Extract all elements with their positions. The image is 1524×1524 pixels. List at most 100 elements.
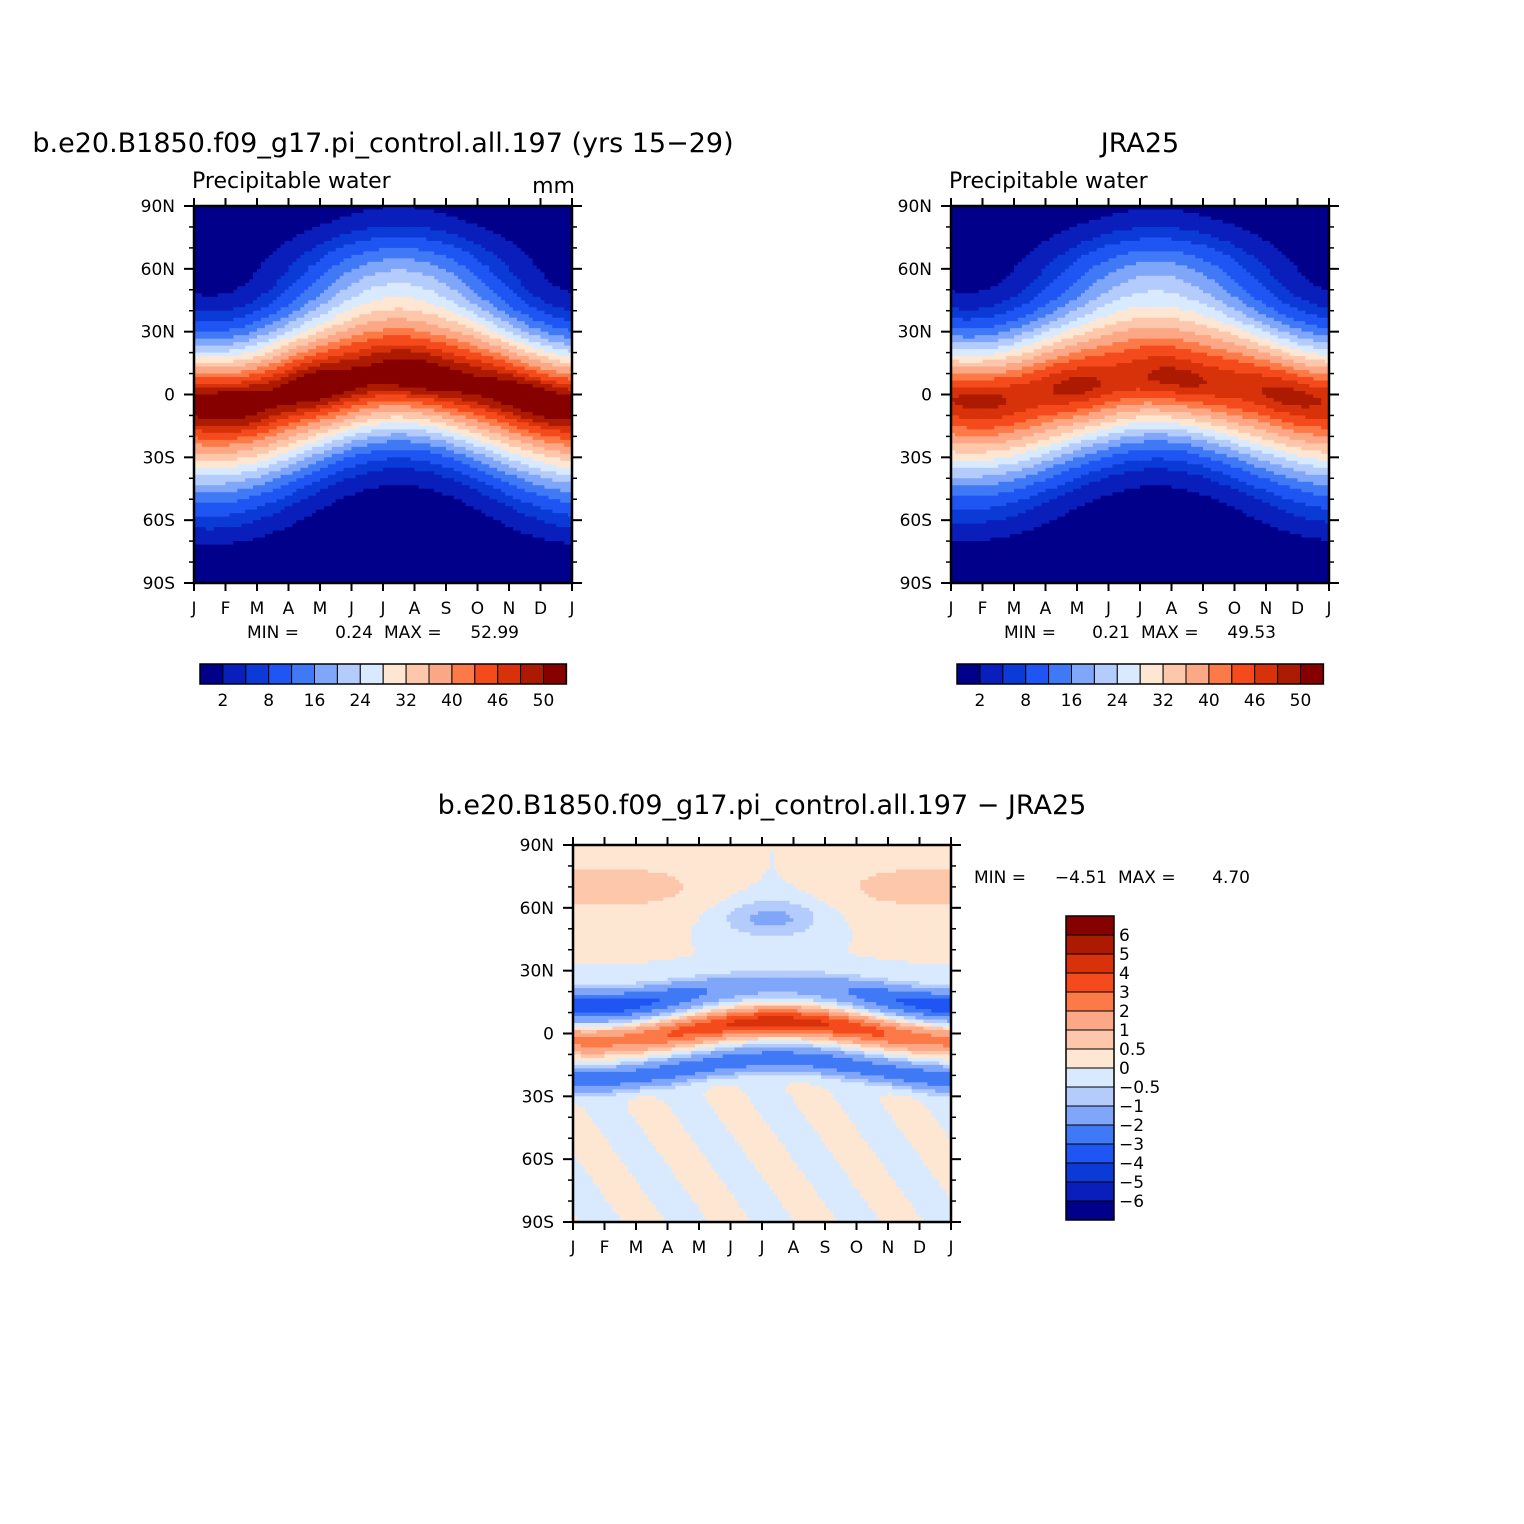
heat-cell — [206, 241, 211, 245]
heat-cell — [533, 209, 538, 213]
heat-cell — [300, 353, 305, 357]
heat-cell — [198, 307, 203, 311]
heat-cell — [442, 360, 447, 364]
heat-cell — [379, 209, 384, 213]
heat-cell — [359, 262, 364, 266]
heat-cell — [265, 213, 270, 217]
heat-cell — [430, 335, 435, 339]
heat-cell — [517, 328, 522, 332]
heat-cell — [399, 384, 404, 388]
heat-cell — [261, 307, 266, 311]
heat-cell — [548, 314, 553, 318]
heat-cell — [253, 384, 258, 388]
heat-cell — [505, 276, 510, 280]
heat-cell — [442, 311, 447, 315]
heat-cell — [308, 255, 313, 259]
heat-cell — [466, 241, 471, 245]
heat-cell — [261, 237, 266, 241]
heat-cell — [237, 230, 242, 234]
heat-cell — [289, 328, 294, 332]
heat-cell — [544, 363, 549, 367]
heat-cell — [407, 381, 412, 385]
heat-cell — [446, 342, 451, 346]
heat-cell — [552, 251, 557, 255]
heat-cell — [352, 318, 357, 322]
heat-cell — [438, 244, 443, 248]
heat-cell — [383, 300, 388, 304]
heat-cell — [359, 279, 364, 283]
heat-cell — [257, 286, 262, 290]
heat-cell — [340, 293, 345, 297]
heat-cell — [509, 234, 514, 238]
heat-cell — [415, 272, 420, 276]
heat-cell — [411, 234, 416, 238]
heat-cell — [226, 269, 231, 273]
heat-cell — [300, 297, 305, 301]
heat-cell — [257, 237, 262, 241]
heat-cell — [300, 258, 305, 262]
heat-cell — [355, 265, 360, 269]
heat-cell — [407, 325, 412, 329]
heat-cell — [359, 325, 364, 329]
heat-cell — [458, 297, 463, 301]
heat-cell — [470, 367, 475, 371]
heat-cell — [391, 251, 396, 255]
heat-cell — [202, 328, 207, 332]
heat-cell — [229, 328, 234, 332]
heat-cell — [202, 251, 207, 255]
heat-cell — [548, 381, 553, 385]
heat-cell — [332, 262, 337, 266]
heat-cell — [383, 353, 388, 357]
heat-cell — [403, 339, 408, 343]
heat-cell — [430, 311, 435, 315]
heat-cell — [229, 321, 234, 325]
heat-cell — [340, 314, 345, 318]
heat-cell — [328, 255, 333, 259]
heat-cell — [328, 353, 333, 357]
heat-cell — [308, 374, 313, 378]
heat-cell — [367, 209, 372, 213]
heat-cell — [415, 220, 420, 224]
heat-cell — [501, 230, 506, 234]
heat-cell — [509, 248, 514, 252]
heat-cell — [375, 328, 380, 332]
heat-cell — [375, 241, 380, 245]
heat-cell — [379, 370, 384, 374]
heat-cell — [308, 251, 313, 255]
heat-cell — [340, 223, 345, 227]
heat-cell — [560, 321, 565, 325]
heat-cell — [324, 349, 329, 353]
heat-cell — [493, 311, 498, 315]
heat-cell — [222, 356, 227, 360]
heat-cell — [214, 346, 219, 350]
heat-cell — [300, 332, 305, 336]
heat-cell — [418, 262, 423, 266]
heat-cell — [222, 339, 227, 343]
heat-cell — [533, 374, 538, 378]
heat-cell — [544, 265, 549, 269]
heat-cell — [517, 374, 522, 378]
heat-cell — [304, 279, 309, 283]
heat-cell — [344, 230, 349, 234]
heat-cell — [308, 346, 313, 350]
heat-cell — [206, 223, 211, 227]
heat-cell — [426, 276, 431, 280]
heat-cell — [214, 374, 219, 378]
heat-cell — [411, 279, 416, 283]
heat-cell — [300, 227, 305, 231]
heat-cell — [324, 370, 329, 374]
heat-cell — [296, 349, 301, 353]
heat-cell — [277, 307, 282, 311]
heat-cell — [269, 209, 274, 213]
heat-cell — [371, 258, 376, 262]
heat-cell — [253, 342, 258, 346]
heat-cell — [415, 230, 420, 234]
heat-cell — [537, 262, 542, 266]
heat-cell — [548, 290, 553, 294]
heat-cell — [462, 276, 467, 280]
heat-cell — [367, 307, 372, 311]
heat-cell — [415, 332, 420, 336]
heat-cell — [391, 370, 396, 374]
heat-cell — [537, 384, 542, 388]
heat-cell — [442, 321, 447, 325]
